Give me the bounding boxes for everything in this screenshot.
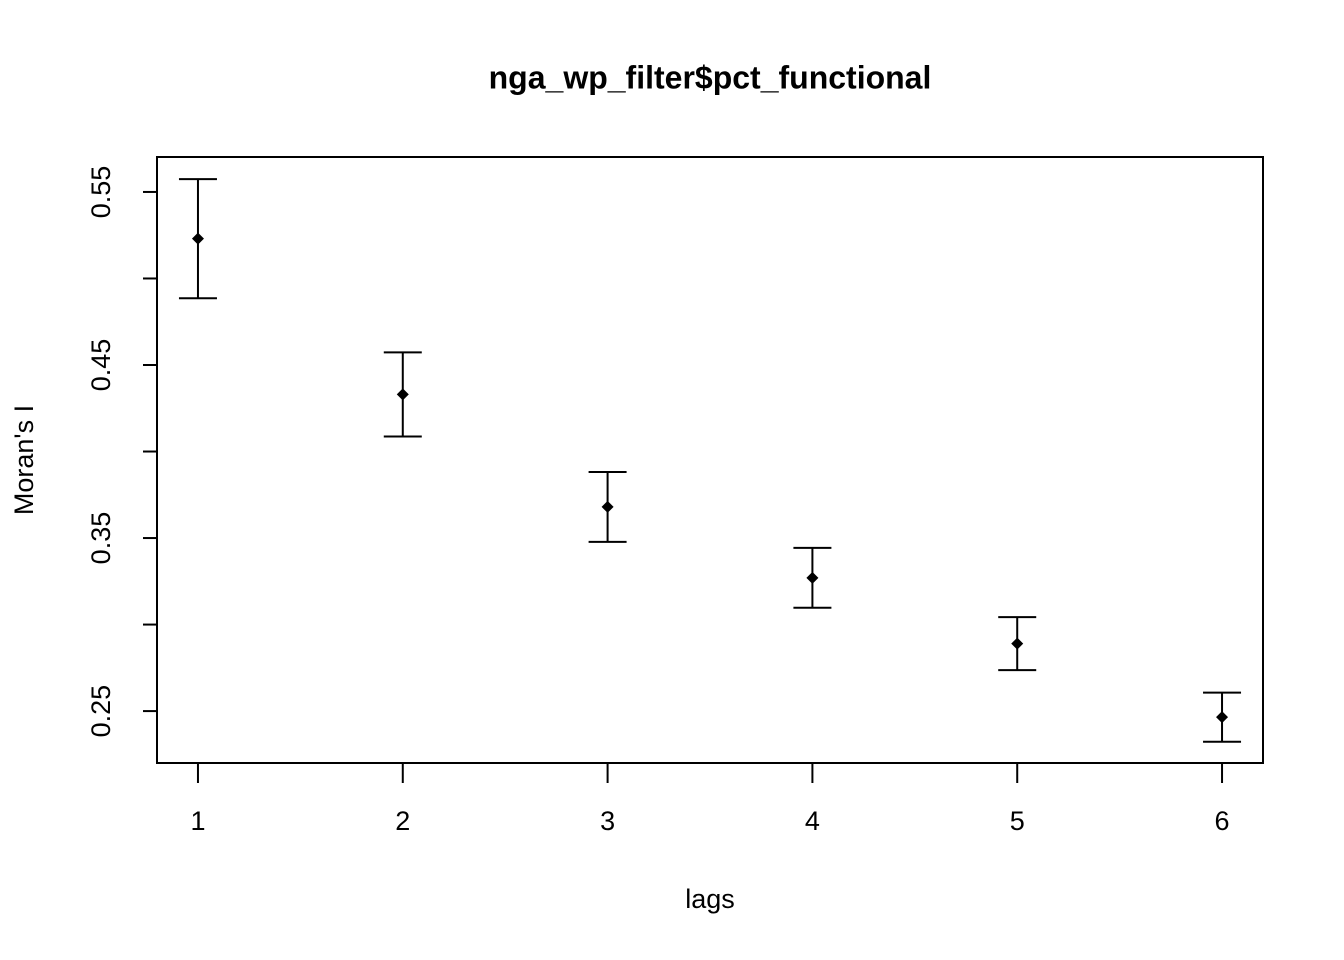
x-axis-label: lags <box>685 884 735 914</box>
x-tick-label: 1 <box>190 806 205 836</box>
x-tick-label: 4 <box>805 806 820 836</box>
point <box>396 388 409 401</box>
point <box>1216 711 1229 724</box>
chart-title: nga_wp_filter$pct_functional <box>489 59 932 95</box>
x-tick-label: 6 <box>1215 806 1230 836</box>
y-tick-label: 0.35 <box>86 512 116 565</box>
point <box>1011 637 1024 650</box>
y-axis-label: Moran's I <box>9 405 39 515</box>
y-tick-label: 0.25 <box>86 685 116 738</box>
point <box>601 500 614 513</box>
x-tick-label: 5 <box>1010 806 1025 836</box>
plot-frame <box>156 156 1264 764</box>
point <box>806 571 819 584</box>
point <box>191 232 204 245</box>
x-tick-label: 2 <box>395 806 410 836</box>
y-tick-label: 0.45 <box>86 339 116 392</box>
y-tick-label: 0.55 <box>86 166 116 219</box>
x-tick-label: 3 <box>600 806 615 836</box>
